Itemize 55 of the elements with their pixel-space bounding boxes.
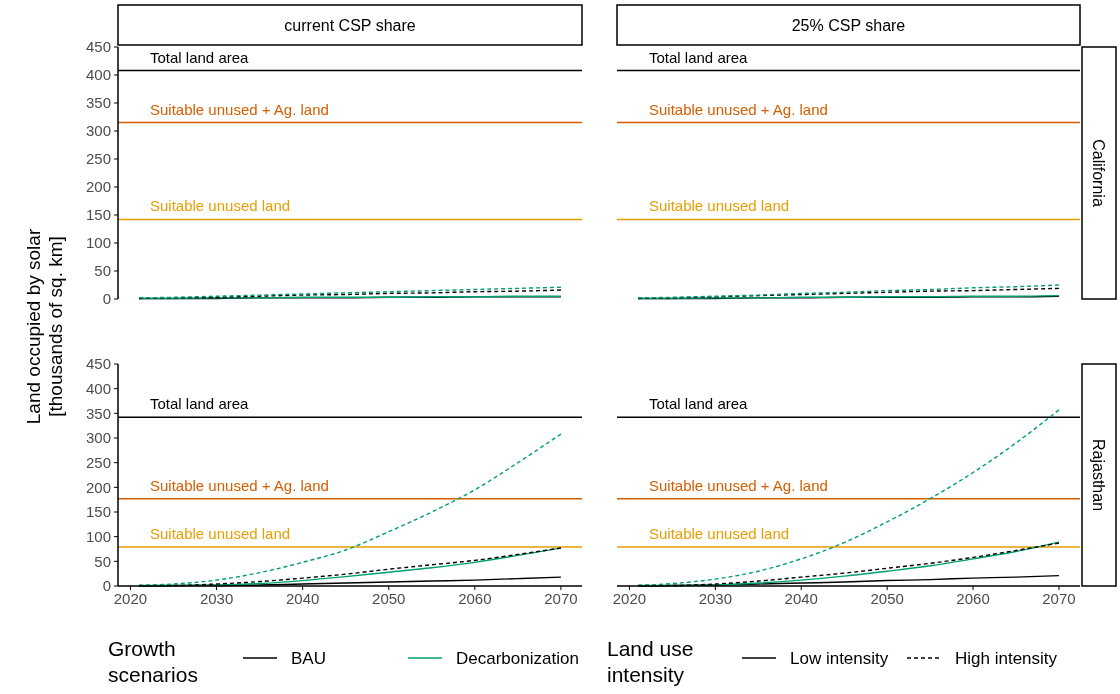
- y-tick-label: 250: [85, 150, 111, 168]
- y-tick-label: 300: [85, 429, 111, 447]
- ref-line-label: Suitable unused + Ag. land: [649, 476, 828, 494]
- y-tick-label: 100: [85, 527, 111, 545]
- ref-line-label: Total land area: [150, 48, 250, 66]
- legend-label: BAU: [291, 648, 326, 668]
- y2-axis-title: California: [1090, 139, 1108, 207]
- legend-title: Land use intensity: [607, 637, 694, 686]
- legend-title: Growth scenarios: [108, 637, 198, 686]
- x-tick-label: 2060: [956, 590, 990, 607]
- y-tick-label: 0: [102, 577, 111, 595]
- x-tick-label: 2030: [698, 590, 733, 607]
- ref-line-label: Suitable unused + Ag. land: [150, 476, 329, 494]
- y-tick-label: 100: [85, 234, 111, 252]
- y-axis-title: Land occupied by solar [thousands of sq. km]: [23, 228, 66, 425]
- y-tick-label: 0: [102, 290, 111, 308]
- y-tick-label: 150: [85, 503, 111, 521]
- ref-line-label: Suitable unused + Ag. land: [150, 100, 329, 118]
- y-tick-label: 450: [85, 355, 111, 373]
- legend-label: Decarbonization: [456, 648, 579, 668]
- x-tick-label: 2020: [113, 590, 148, 607]
- y2-axis-title: Rajasthan: [1090, 438, 1108, 512]
- x-tick-label: 2050: [372, 590, 406, 607]
- y-tick-label: 250: [85, 453, 111, 471]
- x-tick-label: 2070: [544, 590, 578, 607]
- ref-line-label: Suitable unused land: [649, 197, 790, 215]
- ref-line-label: Total land area: [150, 395, 250, 413]
- x-tick-label: 2030: [199, 590, 234, 607]
- ref-line-label: Total land area: [649, 395, 749, 413]
- ref-line-label: Suitable unused land: [150, 525, 291, 543]
- y-tick-label: 200: [85, 478, 111, 496]
- y-tick-label: 50: [94, 552, 111, 570]
- y-tick-label: 200: [85, 178, 111, 196]
- x-tick-label: 2020: [612, 590, 647, 607]
- legend-label: Low intensity: [790, 648, 889, 668]
- chart-title: 25% CSP share: [791, 16, 906, 34]
- x-tick-label: 2060: [458, 590, 492, 607]
- y-tick-label: 150: [85, 206, 111, 224]
- ref-line-label: Suitable unused land: [150, 197, 291, 215]
- y-tick-label: 50: [94, 262, 111, 280]
- x-tick-label: 2050: [870, 590, 904, 607]
- ref-line-label: Suitable unused land: [649, 525, 790, 543]
- x-tick-label: 2040: [285, 590, 320, 607]
- x-tick-label: 2040: [784, 590, 818, 607]
- legend-label: High intensity: [955, 648, 1058, 668]
- y-tick-label: 400: [85, 66, 111, 84]
- x-tick-label: 2070: [1042, 590, 1076, 607]
- y-tick-label: 450: [85, 38, 111, 56]
- y-tick-label: 350: [85, 94, 111, 112]
- ref-line-label: Suitable unused + Ag. land: [649, 100, 828, 118]
- y-tick-label: 300: [85, 122, 111, 140]
- y-tick-label: 400: [85, 379, 111, 397]
- ref-line-label: Total land area: [649, 48, 749, 66]
- chart-title: current CSP share: [284, 16, 416, 34]
- y-tick-label: 350: [85, 404, 111, 422]
